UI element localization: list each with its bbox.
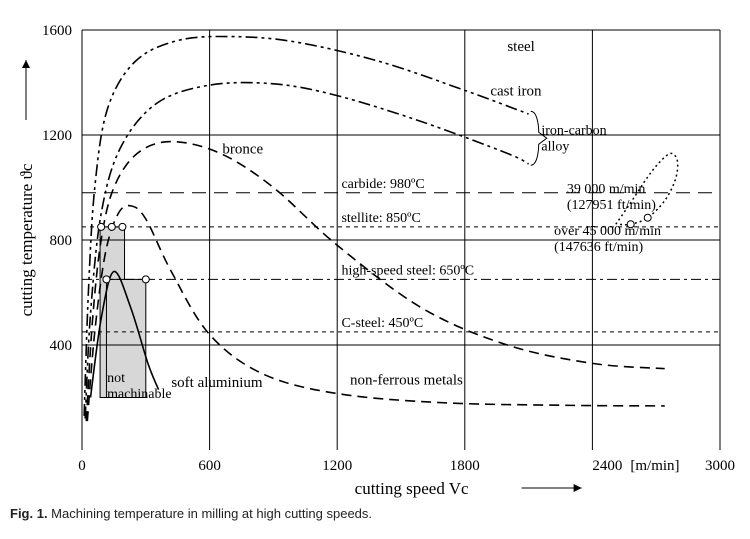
figure-caption: Fig. 1. Machining temperature in milling… bbox=[10, 506, 740, 521]
chart-area: carbide: 980ºCstellite: 850ºChigh-speed … bbox=[10, 10, 740, 500]
svg-text:alloy: alloy bbox=[541, 139, 569, 154]
svg-text:1200: 1200 bbox=[42, 128, 72, 144]
svg-text:C-steel: 450ºC: C-steel: 450ºC bbox=[341, 316, 423, 331]
svg-text:0: 0 bbox=[78, 458, 86, 474]
svg-text:800: 800 bbox=[50, 233, 73, 249]
svg-text:bronce: bronce bbox=[222, 141, 263, 157]
svg-text:1600: 1600 bbox=[42, 23, 72, 39]
caption-bold: Fig. 1. bbox=[10, 506, 48, 521]
svg-text:not: not bbox=[107, 371, 125, 386]
svg-text:3000: 3000 bbox=[705, 458, 735, 474]
svg-text:600: 600 bbox=[198, 458, 221, 474]
svg-text:non-ferrous metals: non-ferrous metals bbox=[350, 372, 463, 388]
svg-text:1800: 1800 bbox=[450, 458, 480, 474]
svg-text:steel: steel bbox=[507, 39, 535, 55]
svg-text:soft aluminium: soft aluminium bbox=[171, 375, 263, 391]
chart-svg: carbide: 980ºCstellite: 850ºChigh-speed … bbox=[10, 10, 740, 500]
svg-text:1200: 1200 bbox=[322, 458, 352, 474]
caption-text: Machining temperature in milling at high… bbox=[48, 506, 372, 521]
svg-text:39 000 m/min: 39 000 m/min bbox=[567, 182, 646, 197]
svg-text:machinable: machinable bbox=[107, 387, 172, 402]
svg-text:400: 400 bbox=[50, 338, 73, 354]
figure: carbide: 980ºCstellite: 850ºChigh-speed … bbox=[10, 10, 740, 521]
svg-text:[m/min]: [m/min] bbox=[630, 458, 679, 474]
svg-text:carbide: 980ºC: carbide: 980ºC bbox=[341, 177, 424, 192]
svg-text:iron-carbon: iron-carbon bbox=[541, 123, 606, 138]
svg-text:(127951 ft/min): (127951 ft/min) bbox=[567, 198, 656, 213]
svg-text:2400: 2400 bbox=[592, 458, 622, 474]
svg-text:cutting speed Vc: cutting speed Vc bbox=[355, 479, 469, 498]
svg-text:cast iron: cast iron bbox=[490, 84, 542, 100]
svg-text:(147636 ft/min): (147636 ft/min) bbox=[554, 240, 643, 255]
svg-text:over 45 000 m/min: over 45 000 m/min bbox=[554, 224, 661, 239]
svg-text:stellite: 850ºC: stellite: 850ºC bbox=[341, 211, 420, 226]
svg-text:cutting temperature ϑc: cutting temperature ϑc bbox=[17, 163, 36, 316]
